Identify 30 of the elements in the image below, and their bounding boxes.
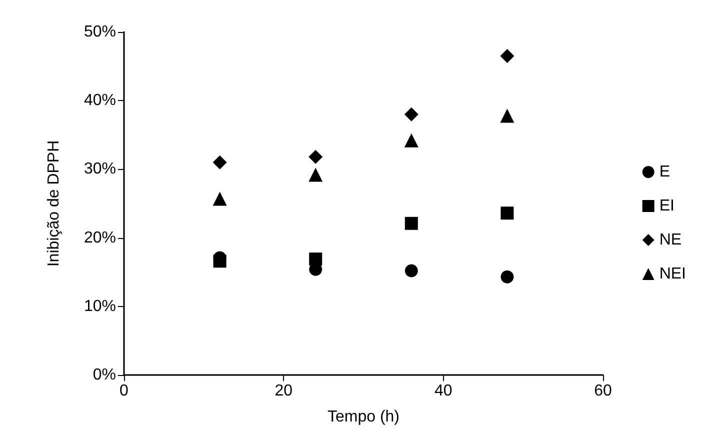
point [213, 254, 226, 268]
point [212, 155, 227, 170]
point [308, 168, 323, 182]
point [500, 108, 514, 123]
point [500, 49, 514, 64]
y-tick-label: 10% [84, 298, 116, 315]
legend-label: EI [659, 198, 674, 214]
point [404, 133, 418, 148]
y-axis-title: Inibição de DPPH [46, 140, 62, 267]
point [500, 206, 514, 220]
y-tick-label: 40% [84, 92, 116, 110]
x-tick-label: 0 [120, 382, 129, 400]
point [404, 107, 418, 122]
point [404, 216, 418, 230]
legend-label: NEI [659, 266, 686, 282]
point [500, 270, 514, 284]
point [308, 150, 323, 164]
y-tick-label: 0% [92, 366, 116, 384]
point [212, 192, 227, 206]
x-tick-label: 40 [434, 382, 452, 400]
x-tick-label: 60 [594, 382, 612, 400]
legend-label: NE [659, 232, 682, 248]
legend-label: E [659, 164, 670, 180]
y-tick-label: 20% [84, 229, 116, 246]
y-tick-label: 30% [84, 160, 116, 178]
y-tick-label: 50% [84, 24, 116, 40]
point [309, 252, 322, 266]
x-tick-label: 20 [274, 382, 293, 400]
x-axis-title: Tempo (h) [327, 408, 400, 426]
point [404, 264, 418, 278]
